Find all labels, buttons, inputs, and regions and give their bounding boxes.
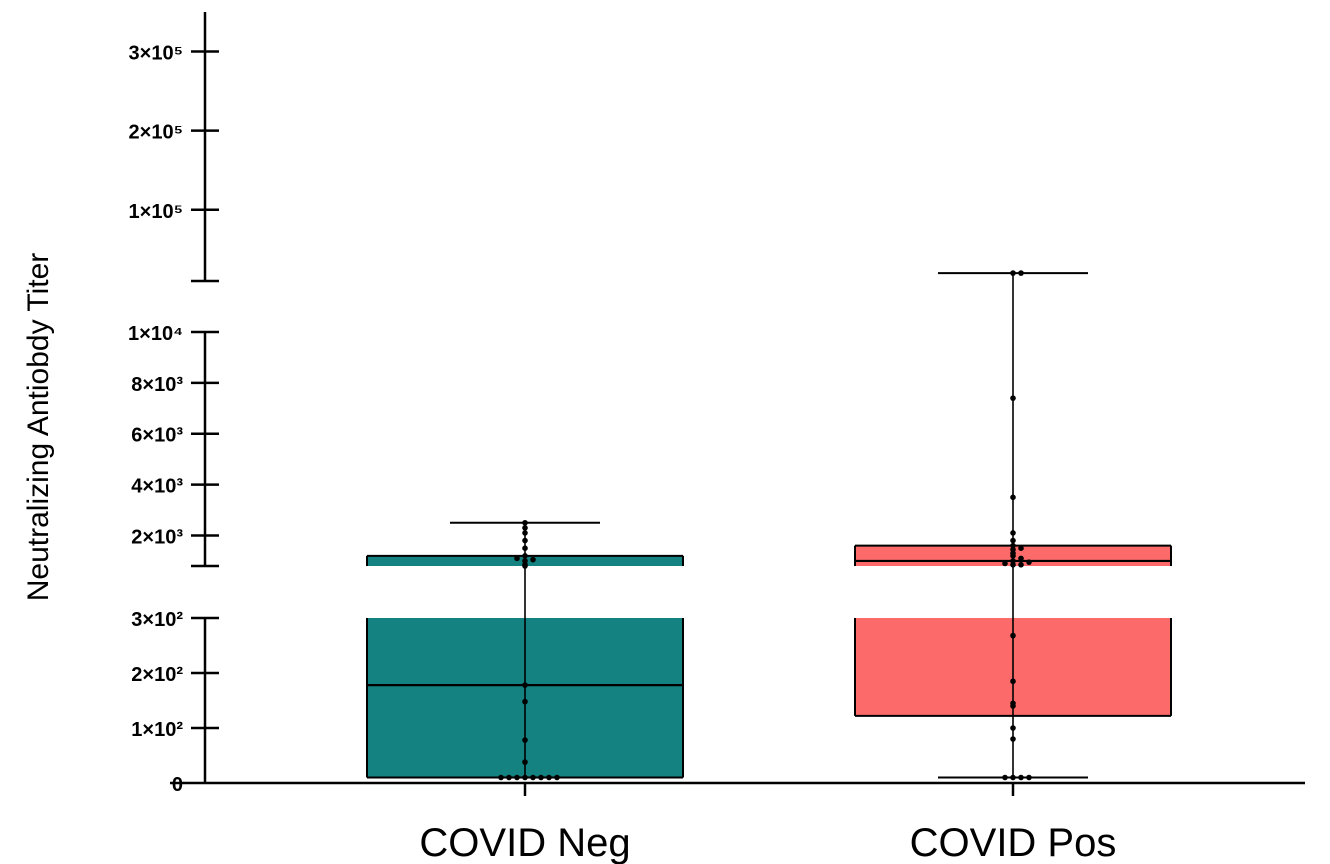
data-point <box>1010 678 1016 685</box>
data-point <box>522 553 528 559</box>
data-point <box>522 558 528 564</box>
boxes-layer <box>366 544 1172 779</box>
data-point <box>1018 555 1024 562</box>
data-point <box>514 774 520 781</box>
data-point <box>522 698 528 705</box>
data-point <box>522 519 528 526</box>
data-point <box>1010 537 1016 544</box>
data-point <box>514 555 520 562</box>
data-point <box>1010 530 1016 536</box>
data-point <box>530 774 536 781</box>
data-point <box>522 537 528 544</box>
y-tick-label: 1×10² <box>131 719 183 741</box>
data-point <box>1010 700 1016 707</box>
data-point <box>1010 736 1016 742</box>
data-point <box>1010 395 1016 401</box>
data-point <box>1018 561 1024 568</box>
data-point <box>522 682 528 688</box>
data-point <box>1010 558 1016 564</box>
category-labels-layer: COVID Neg COVID Pos <box>419 783 1116 864</box>
y-tick-label: 4×10³ <box>131 476 183 498</box>
points-layer <box>498 270 1032 781</box>
data-point <box>1018 270 1024 276</box>
data-point <box>522 525 528 531</box>
data-point <box>522 774 528 781</box>
y-tick-label: 2×10⁵ <box>129 122 183 144</box>
y-tick-label: 0 <box>172 774 183 796</box>
y-tick-label: 2×10² <box>131 664 183 686</box>
data-point <box>546 774 552 781</box>
y-tick-label: 2×10³ <box>131 526 183 548</box>
y-tick-label: 3×10² <box>131 609 183 631</box>
y-axis-title-group: Neutralizing Antiobdy Titer <box>22 253 55 602</box>
y-axis-title: Neutralizing Antiobdy Titer <box>22 253 55 602</box>
data-point <box>1010 270 1016 276</box>
data-point <box>1010 542 1016 549</box>
data-point <box>522 737 528 743</box>
axes-layer <box>170 12 1305 785</box>
data-point <box>1018 545 1024 551</box>
data-point <box>498 774 504 781</box>
data-point <box>530 556 536 563</box>
data-point <box>522 759 528 765</box>
y-tick-label: 8×10³ <box>131 374 183 396</box>
data-point <box>1018 774 1024 781</box>
y-tick-label: 1×10⁵ <box>129 201 183 223</box>
data-point <box>1010 632 1016 639</box>
data-point <box>1002 560 1008 567</box>
y-tick-label: 3×10⁵ <box>129 43 183 65</box>
data-point <box>1026 774 1032 781</box>
ticks-layer: 0 1×10² 2×10² 3×10² 2×10³ 4×10³ 6×10³ 8×10³ 1×10… <box>128 43 219 796</box>
data-point <box>1002 774 1008 781</box>
data-point <box>1010 774 1016 781</box>
x-category-label: COVID Neg <box>419 821 630 864</box>
y-tick-label: 1×10⁴ <box>128 323 183 345</box>
data-point <box>1010 494 1016 501</box>
data-point <box>538 774 544 781</box>
data-point <box>522 545 528 551</box>
y-tick-label: 6×10³ <box>131 425 183 447</box>
data-point <box>506 774 512 781</box>
x-category-label: COVID Pos <box>910 821 1117 864</box>
data-point <box>554 774 560 781</box>
data-point <box>1010 725 1016 731</box>
data-point <box>1026 559 1032 565</box>
data-point <box>522 530 528 536</box>
